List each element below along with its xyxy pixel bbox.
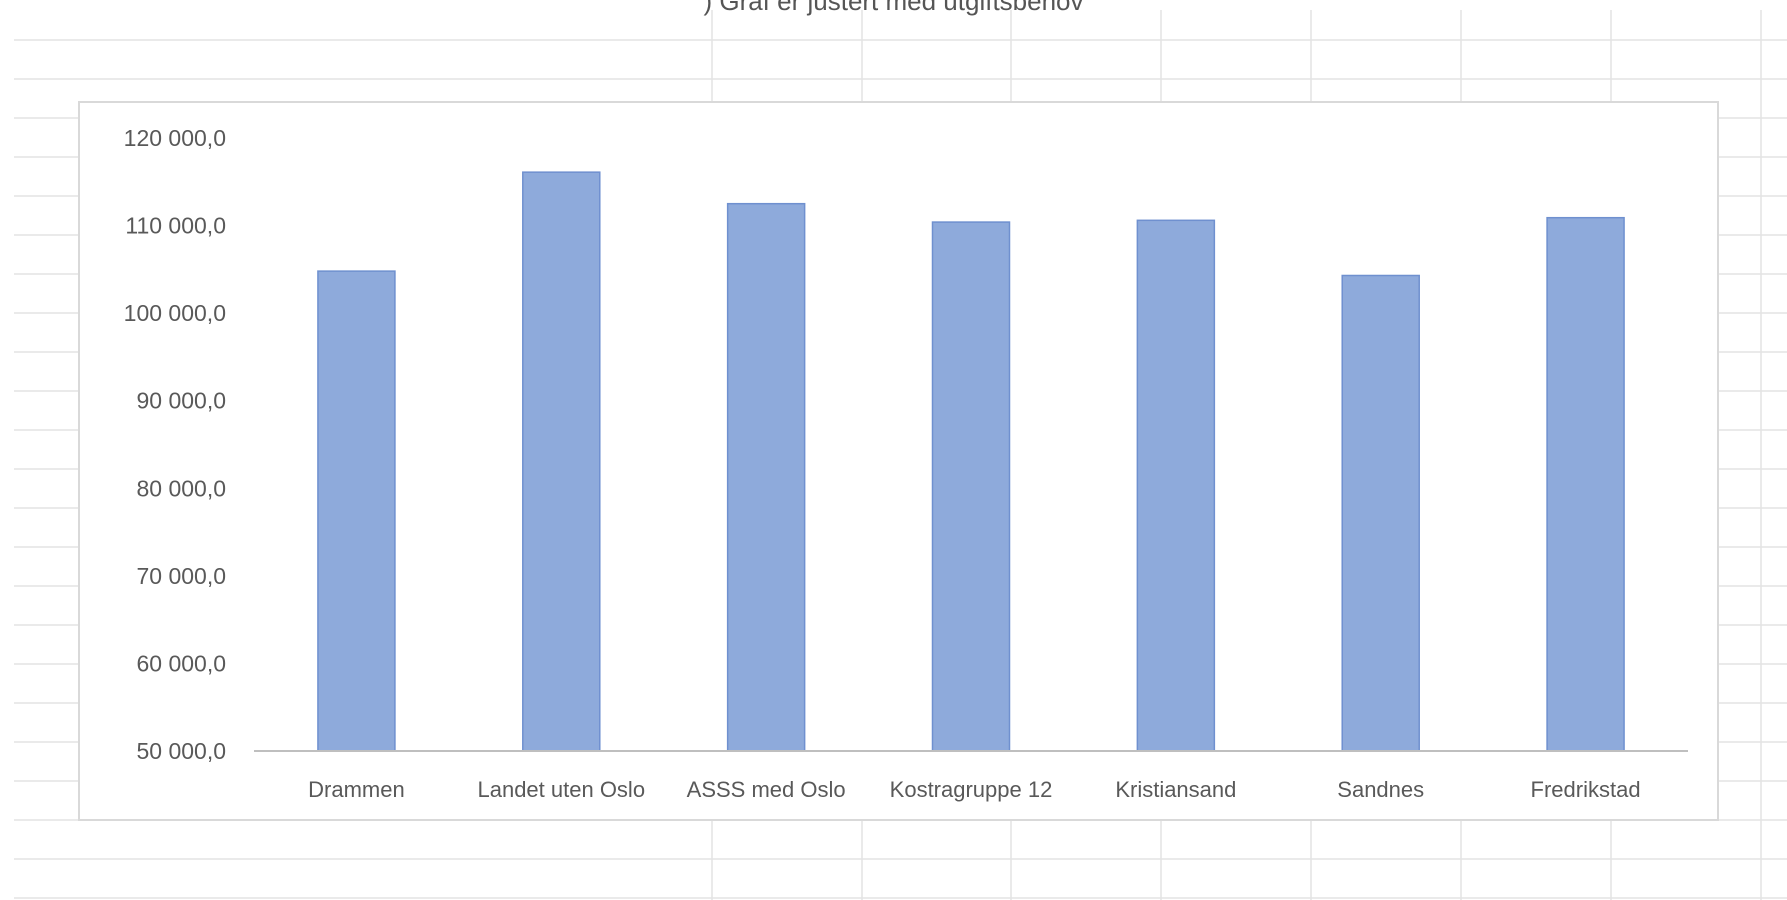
bar-1[interactable] xyxy=(317,270,396,752)
y-tick-label: 50 000,0 xyxy=(136,738,226,764)
bar-3[interactable] xyxy=(726,202,806,752)
x-tick-label: Landet uten Oslo xyxy=(477,777,645,802)
bar-2[interactable] xyxy=(522,171,601,752)
x-tick-label: ASSS med Oslo xyxy=(687,777,846,802)
y-tick-label: 80 000,0 xyxy=(136,475,226,501)
x-tick-label: Sandnes xyxy=(1337,777,1424,802)
y-tick-label: 90 000,0 xyxy=(136,388,226,414)
y-tick-label: 70 000,0 xyxy=(136,563,226,589)
x-tick-label: Kristiansand xyxy=(1115,777,1236,802)
bar-4[interactable] xyxy=(931,221,1011,752)
y-tick-label: 110 000,0 xyxy=(125,213,226,239)
x-tick-label: Fredrikstad xyxy=(1531,777,1641,802)
x-tick-label: Kostragruppe 12 xyxy=(890,777,1053,802)
y-tick-label: 100 000,0 xyxy=(124,300,226,326)
y-tick-label: 60 000,0 xyxy=(136,650,226,676)
x-axis-labels: Drammen Landet uten Oslo ASSS med Oslo Kost… xyxy=(308,777,1640,802)
y-axis-ticks: 50 000,0 60 000,0 70 000,0 80 000,0 90 000,0… xyxy=(124,125,226,764)
bar-6[interactable] xyxy=(1341,274,1420,752)
x-tick-label: Drammen xyxy=(308,777,405,802)
chart-area[interactable]: 50 000,0 60 000,0 70 000,0 80 000,0 90 000,0… xyxy=(78,101,1719,821)
bar-5[interactable] xyxy=(1136,219,1216,752)
bar-series xyxy=(317,171,1625,752)
bar-7[interactable] xyxy=(1546,216,1625,752)
bar-chart: 50 000,0 60 000,0 70 000,0 80 000,0 90 000,0… xyxy=(124,125,1688,802)
y-tick-label: 120 000,0 xyxy=(124,125,226,151)
